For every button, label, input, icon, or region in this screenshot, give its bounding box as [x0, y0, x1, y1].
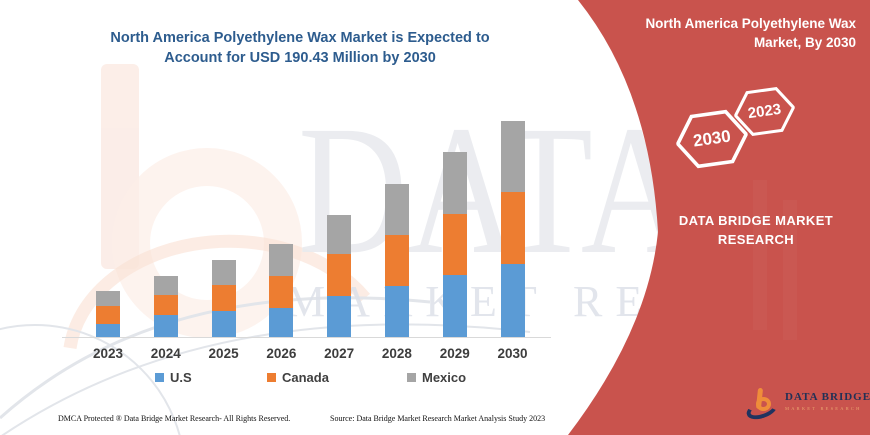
dbmr-logo-text: DATA BRIDGE MARKET RESEARCH [785, 386, 870, 411]
bar-segment-2029-Canada [442, 213, 467, 276]
x-label-2029: 2029 [439, 346, 470, 361]
x-label-2028: 2028 [381, 346, 412, 361]
x-label-2026: 2026 [266, 346, 297, 361]
dbmr-logo-b-icon [744, 386, 780, 424]
legend-label-Canada: Canada [282, 370, 329, 385]
hexagon-2023-label: 2023 [746, 100, 783, 123]
bar-segment-2029-U.S [442, 275, 467, 337]
legend-item-U.S: U.S [155, 370, 192, 385]
bar-segment-2023-Canada [96, 306, 120, 324]
bar-2025 [211, 260, 236, 337]
footer-source-text: Source: Data Bridge Market Research Mark… [330, 414, 546, 423]
bar-segment-2025-U.S [211, 311, 236, 337]
bar-segment-2028-Mexico [384, 184, 409, 235]
x-label-2025: 2025 [208, 346, 239, 361]
legend-swatch-U.S [155, 373, 164, 382]
bar-segment-2027-U.S [327, 296, 352, 337]
chart-title-line2: Account for USD 190.43 Million by 2030 [164, 50, 436, 66]
legend-swatch-Canada [267, 373, 276, 382]
logo-swoosh-shape [744, 396, 780, 423]
chart-title-line1: North America Polyethylene Wax Market is… [110, 30, 490, 46]
watermark-b-logo [63, 64, 371, 349]
dbmr-logo-name: DATA BRIDGE [785, 391, 870, 403]
hexagon-2023: 2023 [731, 84, 798, 139]
bar-segment-2028-Canada [384, 235, 409, 286]
bar-2026 [269, 244, 294, 337]
footer-dmca-text: DMCA Protected ® Data Bridge Market Rese… [58, 414, 291, 423]
bar-segment-2024-Canada [153, 295, 178, 315]
bar-segment-2026-Mexico [269, 244, 294, 277]
bar-segment-2024-U.S [153, 314, 178, 337]
side-panel-title-line2: Market, By 2030 [753, 35, 856, 50]
bar-segment-2028-U.S [384, 286, 409, 337]
bar-2023 [96, 291, 120, 337]
side-panel-brand-line1: DATA BRIDGE MARKET [678, 213, 834, 228]
legend-item-Canada: Canada [267, 370, 329, 385]
legend-label-U.S: U.S [170, 370, 192, 385]
bar-segment-2025-Canada [211, 285, 236, 312]
side-panel-title-line1: North America Polyethylene Wax [645, 16, 856, 31]
bar-segment-2030-U.S [500, 264, 525, 337]
legend-label-Mexico: Mexico [422, 370, 467, 385]
bar-segment-2027-Mexico [327, 215, 352, 255]
legend-swatch-Mexico [407, 373, 416, 382]
side-panel-title: North America Polyethylene Wax Market, B… [601, 14, 856, 52]
bar-segment-2030-Mexico [500, 121, 525, 193]
bar-segment-2026-Canada [269, 276, 294, 308]
chart-title: North America Polyethylene Wax Market is… [70, 28, 530, 68]
bar-segment-2023-U.S [96, 323, 120, 337]
bar-segment-2025-Mexico [211, 260, 236, 286]
legend-item-Mexico: Mexico [407, 370, 466, 385]
x-axis-labels: 2023 2024 2025 2026 2027 2028 2029 2030 [0, 346, 560, 364]
x-label-2023: 2023 [92, 346, 124, 361]
bar-2027 [327, 215, 352, 337]
bar-2028 [384, 184, 409, 337]
bar-2029 [442, 152, 467, 337]
x-label-2030: 2030 [497, 346, 528, 361]
x-label-2027: 2027 [324, 346, 355, 361]
x-label-2024: 2024 [150, 346, 181, 361]
x-axis-line [62, 337, 551, 338]
dbmr-logo-tagline: MARKET RESEARCH [785, 406, 862, 411]
bar-segment-2024-Mexico [153, 275, 178, 296]
bar-segment-2027-Canada [327, 254, 352, 297]
dbmr-logo: DATA BRIDGE MARKET RESEARCH [744, 386, 870, 424]
bar-2024 [153, 275, 178, 337]
side-panel-brand: DATA BRIDGE MARKET RESEARCH [650, 211, 862, 249]
bar-segment-2023-Mexico [96, 291, 120, 307]
bar-segment-2030-Canada [500, 192, 525, 264]
side-panel-brand-line2: RESEARCH [717, 232, 795, 247]
bar-2030 [500, 121, 525, 337]
bar-segment-2026-U.S [269, 307, 294, 337]
bar-segment-2029-Mexico [442, 152, 467, 214]
legend: U.S Canada Mexico [65, 370, 550, 388]
